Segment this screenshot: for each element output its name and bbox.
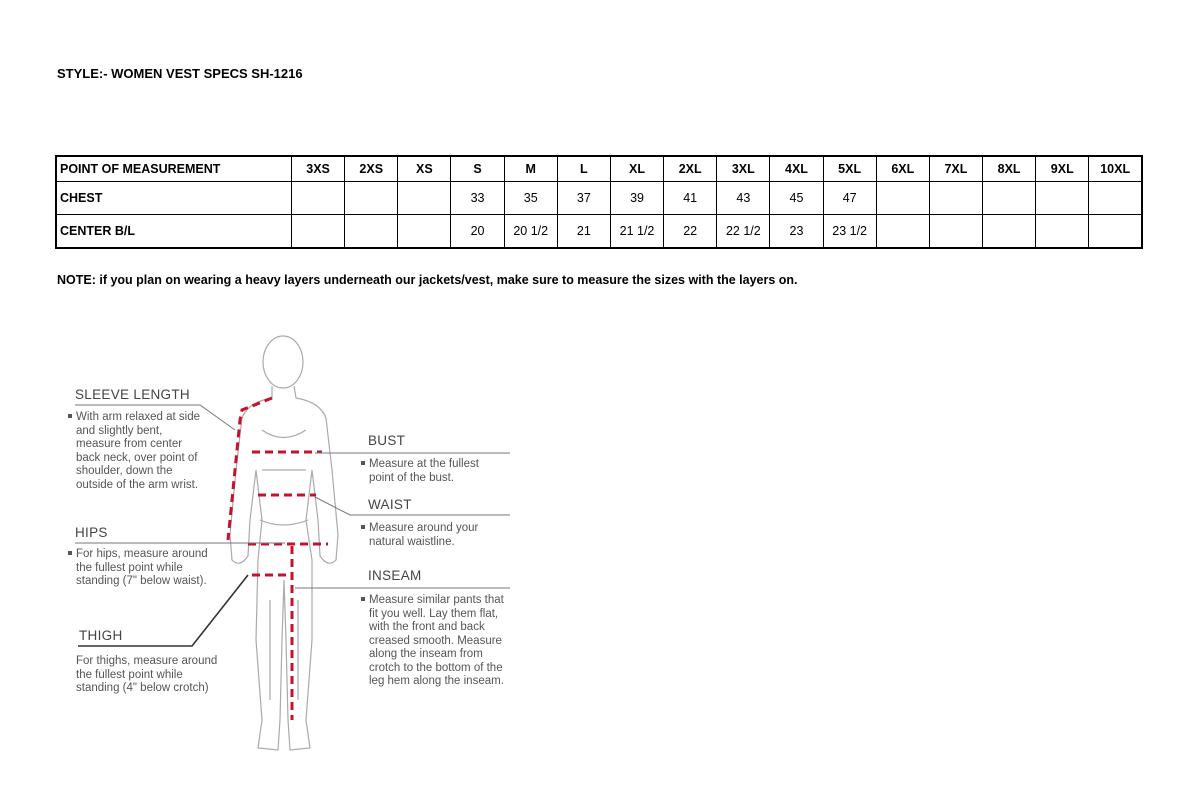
size-cell: 23 bbox=[769, 214, 824, 249]
size-cell: 2XS bbox=[344, 155, 399, 182]
size-cell bbox=[982, 181, 1037, 215]
hips-label: HIPS bbox=[75, 525, 108, 540]
row-label-cell: POINT OF MEASUREMENT bbox=[55, 155, 292, 182]
table-row: CHEST 33 35 37 39 41 43 45 47 bbox=[55, 181, 1143, 215]
size-cell: S bbox=[450, 155, 505, 182]
size-cell: 41 bbox=[663, 181, 718, 215]
size-cell: 10XL bbox=[1088, 155, 1143, 182]
waist-label: WAIST bbox=[368, 497, 412, 512]
size-cell bbox=[1035, 181, 1090, 215]
size-cell bbox=[290, 181, 346, 215]
size-cell: 20 1/2 bbox=[503, 214, 558, 249]
leader-lines bbox=[75, 404, 510, 647]
inseam-label: INSEAM bbox=[368, 568, 422, 583]
size-cell: 5XL bbox=[822, 155, 877, 182]
size-cell: 35 bbox=[503, 181, 558, 215]
size-cell: 6XL bbox=[875, 155, 930, 182]
table-row: CENTER B/L 20 20 1/2 21 21 1/2 22 22 1/2 23 23 1… bbox=[55, 214, 1143, 249]
size-cell: 21 bbox=[556, 214, 611, 249]
size-cell bbox=[397, 181, 452, 215]
size-cell: 22 bbox=[663, 214, 718, 249]
size-cell: 20 bbox=[450, 214, 505, 249]
size-cell: 22 1/2 bbox=[716, 214, 771, 249]
row-label-cell: CENTER B/L bbox=[55, 214, 292, 249]
size-cell bbox=[344, 214, 399, 249]
size-cell: 43 bbox=[716, 181, 771, 215]
row-label-cell: CHEST bbox=[55, 181, 292, 215]
page-title: STYLE:- WOMEN VEST SPECS SH-1216 bbox=[57, 66, 303, 81]
size-cell bbox=[928, 214, 984, 249]
note-text: NOTE: if you plan on wearing a heavy lay… bbox=[57, 273, 798, 287]
bust-text: Measure at the fullest point of the bust… bbox=[369, 458, 504, 485]
size-cell: 3XL bbox=[716, 155, 771, 182]
inseam-text: Measure similar pants that fit you well.… bbox=[369, 594, 514, 689]
size-cell bbox=[1088, 214, 1143, 249]
size-cell bbox=[1035, 214, 1090, 249]
sleeve-measure-line bbox=[226, 396, 273, 541]
thigh-text: For thighs, measure around the fullest p… bbox=[76, 655, 218, 694]
waist-text: Measure around your natural waistline. bbox=[369, 522, 504, 549]
size-cell: 47 bbox=[822, 181, 877, 215]
size-cell: XL bbox=[609, 155, 665, 182]
size-cell: 45 bbox=[769, 181, 824, 215]
size-spec-table: POINT OF MEASUREMENT 3XS 2XS XS S M L XL 2XL 3XL 4… bbox=[55, 155, 1143, 249]
size-cell bbox=[982, 214, 1037, 249]
size-cell: 3XS bbox=[290, 155, 346, 182]
thigh-label: THIGH bbox=[79, 628, 123, 643]
size-cell: L bbox=[556, 155, 611, 182]
hips-text: For hips, measure around the fullest poi… bbox=[76, 548, 211, 589]
sleeve-length-label: SLEEVE LENGTH bbox=[75, 387, 190, 402]
size-cell: 33 bbox=[450, 181, 505, 215]
size-cell bbox=[1088, 181, 1143, 215]
measurement-lines bbox=[226, 396, 328, 720]
sleeve-length-text: With arm relaxed at side and slightly be… bbox=[76, 411, 206, 492]
table-header-row: POINT OF MEASUREMENT 3XS 2XS XS S M L XL 2XL 3XL 4… bbox=[55, 155, 1143, 182]
size-cell bbox=[290, 214, 346, 249]
bust-label: BUST bbox=[368, 433, 406, 448]
